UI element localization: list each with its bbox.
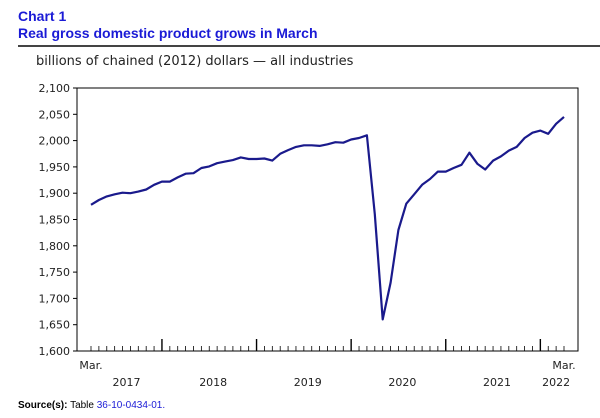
y-tick-label: 1,750: [39, 266, 71, 279]
x-year-label: 2021: [483, 376, 511, 389]
y-axis-units-label: billions of chained (2012) dollars — all…: [36, 54, 354, 69]
y-tick-label: 1,650: [39, 319, 71, 332]
source-table-link[interactable]: 36-10-0434-01.: [96, 400, 166, 411]
x-year-label: 2022: [542, 376, 570, 389]
gdp-series-line: [90, 116, 565, 321]
y-tick-label: 2,050: [39, 108, 71, 121]
y-tick-label: 1,900: [39, 187, 71, 200]
chart-title: Real gross domestic product grows in Mar…: [18, 25, 318, 41]
chart-number-label: Chart 1: [18, 8, 67, 24]
x-year-label: 2018: [199, 376, 227, 389]
x-start-month-label: Mar.: [79, 359, 102, 372]
source-label: Source(s):: [18, 400, 68, 411]
x-year-label: 2019: [294, 376, 322, 389]
x-year-label: 2020: [388, 376, 416, 389]
title-block: Chart 1 Real gross domestic product grow…: [18, 8, 318, 42]
x-year-label: 2017: [112, 376, 140, 389]
y-tick-label: 2,000: [39, 135, 71, 148]
y-tick-label: 1,950: [39, 161, 71, 174]
y-tick-label: 1,800: [39, 240, 71, 253]
y-tick-label: 1,850: [39, 214, 71, 227]
plot-frame: [76, 87, 579, 352]
title-divider: [18, 45, 600, 47]
x-end-month-label: Mar.: [552, 359, 575, 372]
y-tick-label: 1,700: [39, 292, 71, 305]
y-tick-label: 1,600: [39, 345, 71, 358]
source-note: Source(s): Table 36-10-0434-01.: [18, 400, 165, 411]
y-tick-label: 2,100: [39, 82, 71, 95]
source-text: Table: [70, 400, 94, 411]
